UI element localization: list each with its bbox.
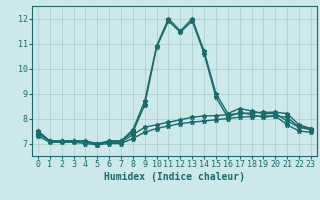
X-axis label: Humidex (Indice chaleur): Humidex (Indice chaleur) bbox=[104, 172, 245, 182]
